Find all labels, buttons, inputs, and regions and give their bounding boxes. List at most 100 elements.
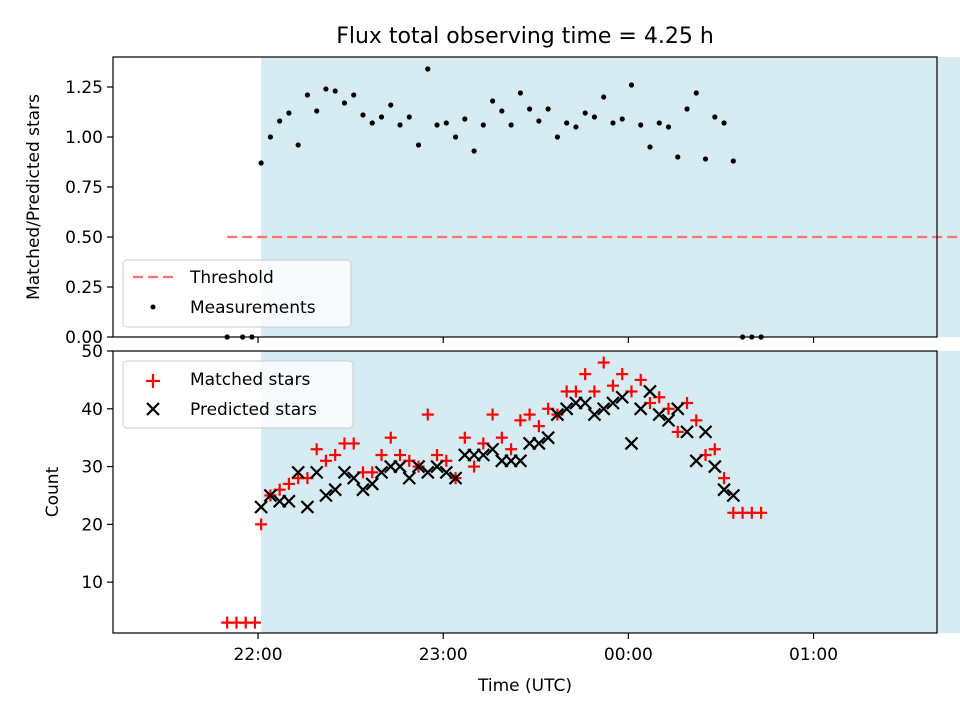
predicted-star-point	[337, 465, 352, 480]
predicted-star-point	[578, 396, 592, 410]
matched-star-point	[319, 454, 332, 467]
measurement-point	[388, 102, 394, 108]
measurement-point	[517, 90, 523, 96]
legend-predicted-label: Predicted stars	[190, 400, 317, 420]
y-tick-label: 40	[81, 400, 103, 420]
measurement-point	[573, 124, 579, 130]
matched-star-point	[375, 449, 388, 462]
y-tick-label: 10	[81, 573, 103, 593]
measurement-point	[582, 110, 588, 116]
predicted-star-point	[643, 384, 657, 399]
predicted-star-point	[448, 471, 463, 485]
legend-matched-marker	[146, 374, 160, 388]
matched-star-point	[597, 356, 610, 369]
measurement-point	[545, 106, 551, 112]
measurement-point	[462, 116, 468, 122]
measurement-point	[351, 92, 357, 98]
x-tick-label: 23:00	[419, 645, 468, 665]
predicted-star-point	[328, 482, 342, 497]
measurement-point	[480, 122, 486, 128]
predicted-star-point	[689, 454, 704, 468]
predicted-star-point	[633, 402, 648, 416]
measurement-point	[378, 114, 385, 120]
predicted-star-point	[282, 494, 296, 509]
matched-star-point	[366, 466, 379, 479]
matched-star-point	[468, 460, 481, 473]
predicted-star-point	[680, 425, 694, 439]
matched-star-point	[579, 368, 592, 381]
matched-star-point	[532, 420, 545, 433]
predicted-star-point	[606, 396, 620, 410]
measurement-point	[406, 114, 412, 120]
matched-star-point	[458, 431, 471, 444]
measurement-point	[397, 122, 403, 128]
x-tick-label: 00:00	[604, 645, 653, 665]
matched-star-point	[616, 368, 629, 381]
y-tick-label: 0.75	[65, 178, 103, 198]
predicted-star-point	[476, 448, 491, 462]
observing-window-bottom	[261, 351, 960, 633]
panel-ratio: 0.00 0.25 0.50 0.75 1.00 1.25 Matched/Predict…	[24, 56, 960, 348]
measurement-point	[665, 124, 672, 130]
matched-star-point	[421, 408, 434, 421]
matched-star-point	[588, 385, 601, 398]
predicted-star-point	[374, 465, 389, 480]
predicted-star-point	[559, 402, 574, 416]
measurement-point	[610, 120, 616, 126]
measurement-point	[304, 92, 311, 98]
predicted-star-point	[319, 488, 333, 503]
legend-measurements-marker	[150, 304, 156, 310]
measurement-point	[647, 144, 653, 150]
legend-threshold-label: Threshold	[189, 268, 274, 288]
predicted-star-point	[615, 390, 629, 405]
y-tick-label: 50	[81, 342, 103, 362]
matched-star-point	[690, 414, 703, 427]
predicted-star-point	[624, 436, 639, 451]
x-axis-label: Time (UTC)	[477, 676, 572, 696]
matched-star-point	[248, 616, 261, 629]
predicted-star-point	[541, 430, 555, 445]
predicted-star-point	[291, 465, 305, 480]
measurement-point	[360, 112, 366, 118]
measurement-point	[332, 88, 338, 94]
measurement-point	[693, 90, 699, 96]
measurement-point	[721, 120, 727, 126]
predicted-star-point	[309, 465, 324, 480]
measurement-point	[258, 160, 264, 166]
legend-bottom: Matched stars Predicted stars	[122, 360, 354, 429]
matched-star-point	[514, 414, 527, 427]
y-axis-label-bottom: Count	[43, 466, 63, 517]
y-tick-label: 0.25	[65, 278, 103, 298]
measurement-point	[434, 122, 440, 128]
measurement-point	[712, 114, 718, 120]
predicted-star-point	[717, 482, 731, 497]
predicted-star-point	[402, 471, 417, 485]
matched-star-point	[282, 477, 295, 490]
y-tick-label: 20	[81, 515, 103, 535]
matched-star-point	[495, 431, 508, 444]
measurement-point	[286, 110, 292, 116]
measurement-point	[536, 118, 542, 124]
measurement-point	[425, 66, 431, 72]
matched-star-point	[486, 408, 499, 421]
measurement-point	[415, 142, 422, 148]
matched-star-point	[671, 425, 684, 438]
measurement-point	[702, 156, 709, 162]
matched-star-point	[634, 373, 647, 386]
matched-star-point	[310, 443, 323, 456]
legend-measurements-label: Measurements	[190, 298, 316, 318]
predicted-star-point	[356, 482, 370, 497]
predicted-star-point	[532, 436, 546, 451]
measurement-point	[638, 122, 644, 128]
measurement-point	[489, 98, 496, 104]
measurement-point	[684, 106, 690, 112]
legend-box-top	[122, 259, 352, 328]
predicted-star-point	[726, 488, 741, 503]
measurement-point	[564, 120, 570, 126]
measurement-point	[295, 142, 301, 148]
predicted-star-point	[661, 413, 676, 428]
legend-top: Threshold Measurements	[122, 259, 352, 328]
legend-matched-label: Matched stars	[190, 370, 310, 390]
